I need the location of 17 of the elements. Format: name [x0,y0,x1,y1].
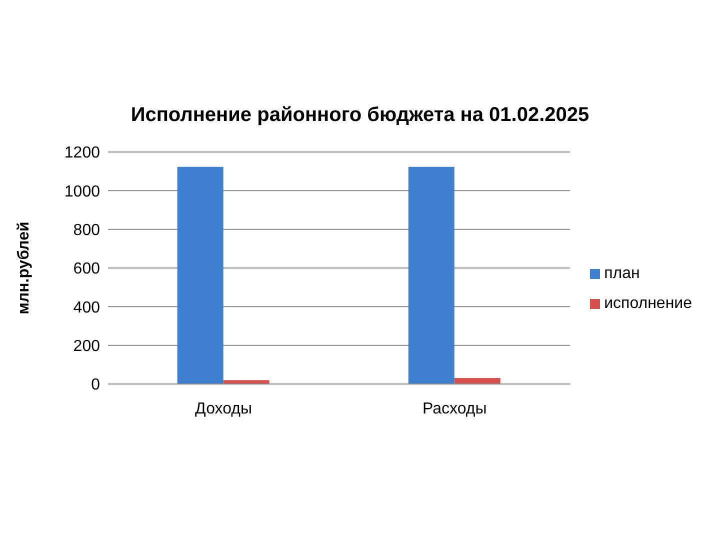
bar [223,380,270,384]
x-tick-label: Расходы [422,400,487,418]
legend-label: исполнение [604,295,692,312]
y-axis-title: млн.рублей [16,222,33,314]
y-tick-label: 200 [73,338,100,356]
y-tick-label: 1000 [64,183,100,200]
legend-label: план [604,265,640,282]
bar [454,378,500,384]
y-tick-label: 1200 [64,144,100,162]
bar [177,166,224,384]
x-tick-label: Доходы [195,400,252,418]
bar [408,166,454,384]
y-tick-label: 400 [73,299,100,316]
chart-title: Исполнение районного бюджета на 01.02.2025 [130,103,590,128]
y-tick-label: 0 [91,376,100,394]
y-tick-label: 800 [73,222,100,240]
y-tick-label: 600 [73,260,100,278]
